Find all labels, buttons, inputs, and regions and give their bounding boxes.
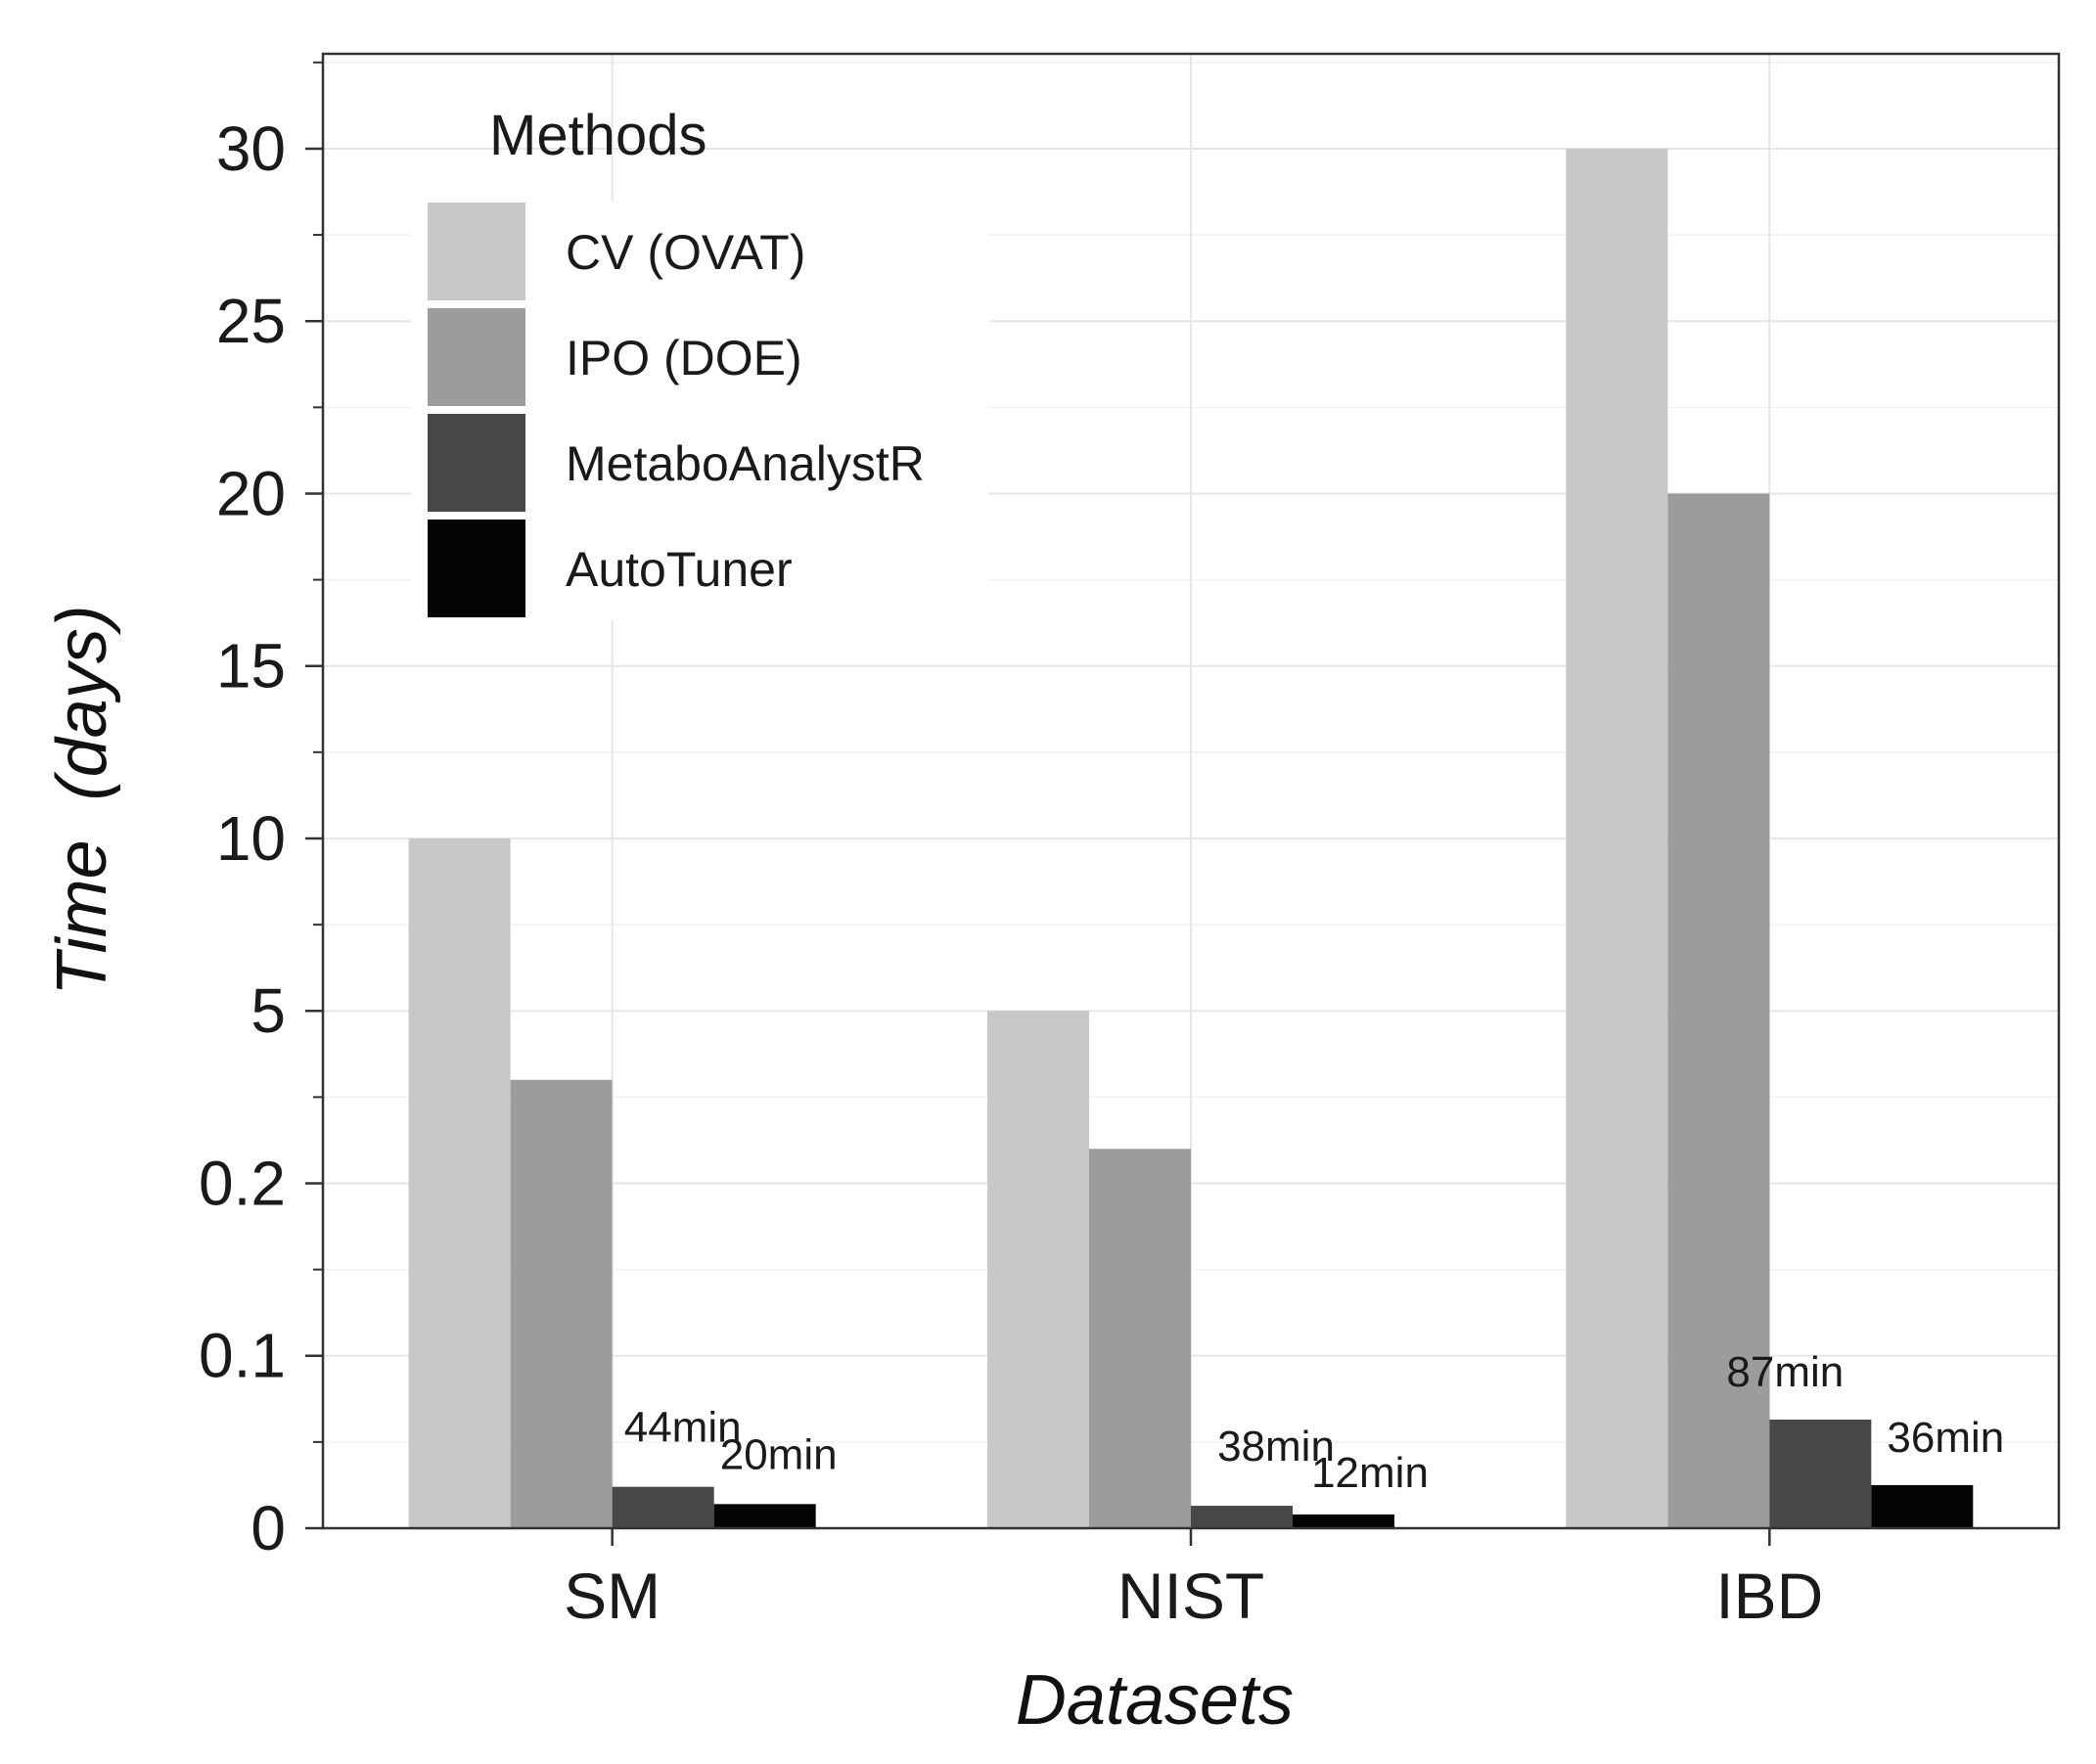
x-axis-ticks: SM NIST IBD [564, 1528, 1823, 1632]
bar-nist-1 [1089, 1149, 1191, 1528]
data-label: 87min [1726, 1348, 1844, 1396]
legend-label-0: CV (OVAT) [566, 225, 805, 280]
x-tick-label: IBD [1715, 1560, 1823, 1632]
bar-sm-1 [510, 1079, 613, 1528]
y-tick-label: 0.1 [199, 1321, 286, 1391]
legend-title: Methods [489, 104, 706, 167]
bar-sm-3 [713, 1504, 816, 1528]
data-label: 12min [1311, 1449, 1429, 1497]
y-axis-ticks: 0 0.1 0.2 5 10 15 20 25 30 [199, 61, 323, 1563]
x-tick-label: NIST [1117, 1560, 1264, 1632]
legend-label-2: MetaboAnalystR [566, 436, 925, 491]
data-label: 20min [720, 1430, 838, 1478]
data-label: 36min [1887, 1414, 2004, 1462]
bar-ibd-2 [1769, 1419, 1872, 1528]
y-tick-label: 0 [251, 1493, 286, 1563]
x-tick-label: SM [564, 1560, 661, 1632]
y-tick-label: 10 [216, 803, 286, 874]
y-tick-label: 0.2 [199, 1148, 286, 1218]
bar-nist-0 [987, 1011, 1089, 1528]
legend-key-2 [428, 414, 525, 512]
bar-ibd-3 [1871, 1484, 1974, 1528]
legend-key-3 [428, 520, 525, 617]
legend-key-1 [428, 308, 525, 406]
bar-nist-2 [1191, 1506, 1293, 1528]
legend-key-0 [428, 203, 525, 300]
bar-nist-3 [1293, 1514, 1394, 1528]
bar-sm-0 [408, 837, 511, 1528]
x-axis-title: Datasets [1016, 1661, 1294, 1740]
bar-ibd-1 [1667, 493, 1770, 1528]
y-axis-title: Time (days) [43, 605, 121, 995]
bar-sm-2 [612, 1486, 714, 1528]
y-tick-label: 5 [251, 975, 286, 1046]
y-tick-label: 25 [216, 286, 286, 356]
data-label: 44min [624, 1404, 742, 1452]
legend-label-3: AutoTuner [566, 542, 793, 597]
bars [408, 148, 1974, 1528]
legend: Methods CV (OVAT) IPO (DOE) MetaboAnalystR… [411, 104, 988, 621]
bar-ibd-0 [1566, 148, 1668, 1528]
legend-label-1: IPO (DOE) [566, 331, 802, 385]
y-tick-label: 20 [216, 458, 286, 528]
y-tick-label: 15 [216, 631, 286, 701]
data-label: 38min [1217, 1423, 1335, 1470]
y-tick-label: 30 [216, 113, 286, 184]
